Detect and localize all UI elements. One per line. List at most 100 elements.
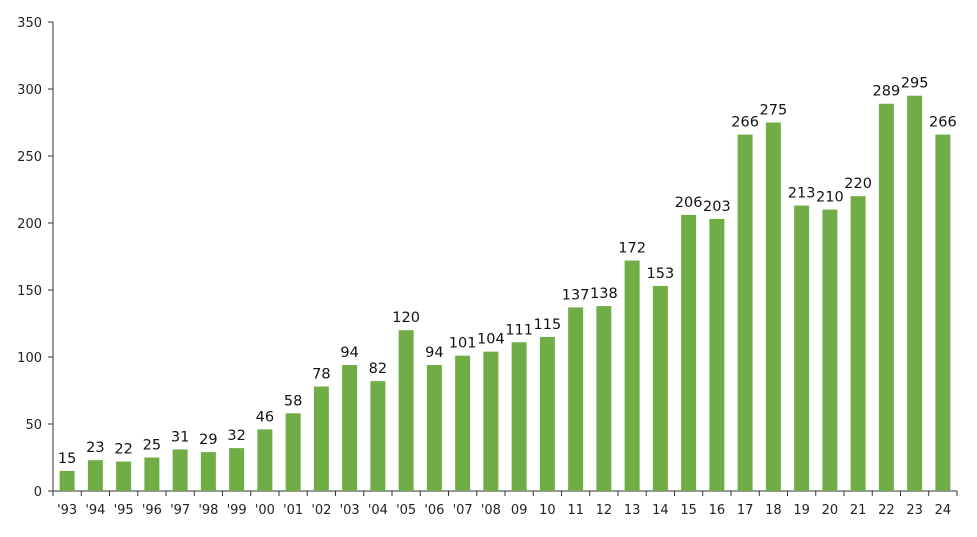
x-tick-label: 24 — [935, 503, 952, 518]
data-label: 220 — [844, 176, 872, 192]
bar — [539, 336, 555, 491]
bar — [878, 103, 894, 492]
x-tick-label: '01 — [283, 503, 303, 518]
x-tick-label: 18 — [765, 503, 782, 518]
bar — [596, 306, 612, 491]
x-tick-label: 23 — [906, 503, 923, 518]
x-tick-label: '06 — [424, 503, 444, 518]
data-label: 101 — [449, 336, 477, 352]
x-tick-label: 10 — [539, 503, 556, 518]
x-tick-label: '08 — [481, 503, 501, 518]
data-label: 25 — [143, 438, 161, 454]
data-label: 115 — [534, 317, 562, 333]
data-label: 213 — [788, 186, 816, 202]
y-tick-label: 300 — [17, 83, 42, 98]
bar — [765, 122, 781, 491]
bar — [229, 448, 245, 491]
data-label: 203 — [703, 199, 731, 215]
x-tick-label: '02 — [311, 503, 331, 518]
x-tick-label: '99 — [227, 503, 247, 518]
data-label: 32 — [227, 428, 245, 444]
y-tick-label: 200 — [17, 217, 42, 232]
x-tick-label: 17 — [737, 503, 754, 518]
bar — [907, 95, 923, 491]
bar — [313, 386, 329, 491]
data-label: 206 — [675, 195, 703, 211]
data-label: 153 — [647, 266, 675, 282]
x-tick-label: 11 — [567, 503, 584, 518]
data-label: 29 — [199, 432, 217, 448]
x-tick-label: '04 — [368, 503, 388, 518]
x-tick-label: '00 — [255, 503, 275, 518]
y-tick-label: 50 — [25, 418, 42, 433]
bar — [511, 342, 527, 491]
x-tick-label: 19 — [793, 503, 810, 518]
y-tick-label: 250 — [17, 150, 42, 165]
y-tick-label: 150 — [17, 284, 42, 299]
data-label: 266 — [929, 115, 957, 131]
data-label: 275 — [760, 103, 788, 119]
bar — [200, 452, 216, 491]
data-label: 104 — [477, 332, 505, 348]
y-axis: 0 50 100 150 200 250 300 350 — [17, 16, 54, 500]
bar — [398, 330, 414, 491]
x-tick-label: 21 — [850, 503, 867, 518]
x-tick-label: '95 — [114, 503, 134, 518]
bar — [144, 457, 160, 491]
x-tick-label: 14 — [652, 503, 669, 518]
x-tick-label: '93 — [57, 503, 77, 518]
bar — [257, 429, 273, 491]
x-tick-label: 12 — [596, 503, 613, 518]
bar — [935, 134, 951, 491]
data-label: 94 — [340, 345, 358, 361]
bar — [652, 285, 668, 491]
data-label: 22 — [114, 442, 132, 458]
x-tick-label: '03 — [340, 503, 360, 518]
x-tick-label: 16 — [709, 503, 726, 518]
x-tick-label: 15 — [680, 503, 697, 518]
data-label: 94 — [425, 345, 443, 361]
x-tick-label: 22 — [878, 503, 895, 518]
data-label: 138 — [590, 286, 618, 302]
bar — [822, 209, 838, 491]
x-tick-label: '07 — [453, 503, 473, 518]
data-label: 172 — [618, 241, 646, 257]
data-label: 295 — [901, 76, 929, 92]
x-tick-label: 20 — [822, 503, 839, 518]
data-label: 31 — [171, 429, 189, 445]
data-label: 120 — [392, 310, 420, 326]
y-tick-label: 350 — [17, 16, 42, 31]
data-label: 58 — [284, 393, 302, 409]
bar — [285, 413, 301, 491]
bar — [426, 365, 442, 491]
bar — [681, 214, 697, 491]
x-tick-label: '97 — [170, 503, 190, 518]
bar — [624, 260, 640, 491]
bar — [794, 205, 810, 491]
data-label: 266 — [731, 115, 759, 131]
bar — [116, 461, 132, 491]
x-tick-label: '05 — [396, 503, 416, 518]
bar — [709, 218, 725, 492]
x-tick-label: 13 — [624, 503, 641, 518]
data-label: 111 — [505, 322, 533, 338]
data-label: 46 — [256, 409, 274, 425]
bar — [172, 449, 188, 491]
y-tick-label: 0 — [34, 485, 42, 500]
bar — [342, 365, 358, 491]
bars — [59, 95, 951, 492]
bar — [483, 351, 499, 491]
data-label: 78 — [312, 366, 330, 382]
x-axis: '93 '94 '95 '96 '97 '98 '99 '00 '01 '02 '03 '04 '05 '… — [52, 490, 958, 518]
data-label: 15 — [58, 451, 76, 467]
y-tick-label: 100 — [17, 351, 42, 366]
data-label: 289 — [873, 84, 901, 100]
data-label: 82 — [369, 361, 387, 377]
data-label: 23 — [86, 440, 104, 456]
data-label: 137 — [562, 287, 590, 303]
x-tick-label: '98 — [198, 503, 218, 518]
data-label: 210 — [816, 190, 844, 206]
bar — [850, 196, 866, 491]
